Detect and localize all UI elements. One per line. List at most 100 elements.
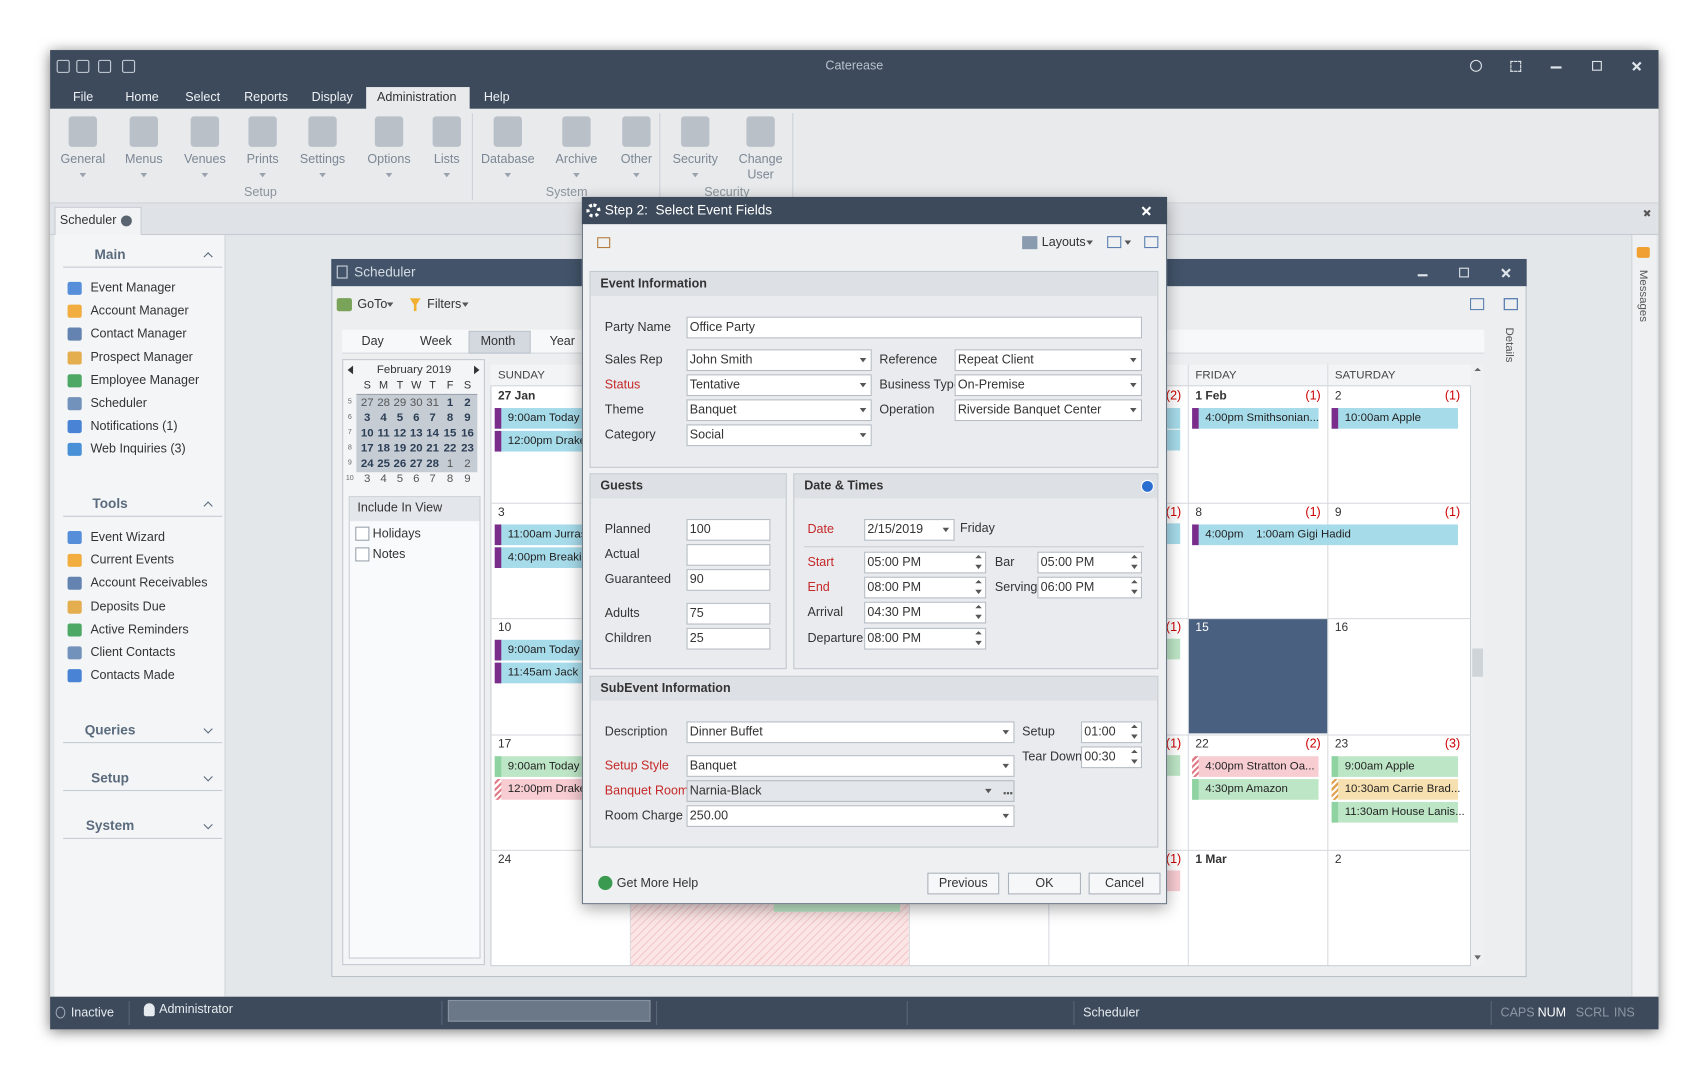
input-value[interactable]: 08:00 PM bbox=[867, 581, 922, 595]
input-value[interactable]: Riverside Banquet Center bbox=[957, 403, 1102, 417]
sidebar-section-title[interactable]: Setup bbox=[91, 770, 129, 786]
input[interactable] bbox=[1037, 576, 1143, 599]
sidebar-item[interactable]: Notifications (1) bbox=[90, 420, 178, 434]
event-text[interactable]: 9:00am Today bbox=[507, 411, 580, 425]
mini-calendar-day[interactable]: 8 bbox=[446, 472, 454, 486]
quick-access-icon[interactable] bbox=[56, 59, 70, 73]
messages-icon[interactable] bbox=[1636, 246, 1650, 258]
menu-item[interactable]: Reports bbox=[244, 91, 288, 105]
checkbox-label[interactable]: Notes bbox=[372, 548, 406, 562]
day-number[interactable]: 17 bbox=[497, 737, 512, 751]
menu-item[interactable]: Administration bbox=[377, 91, 457, 105]
input-value[interactable]: 05:00 PM bbox=[867, 556, 922, 570]
input[interactable] bbox=[686, 544, 771, 566]
day-number[interactable]: 22 bbox=[1195, 737, 1209, 751]
mini-calendar-day[interactable]: 2 bbox=[464, 457, 471, 471]
input[interactable] bbox=[686, 316, 1143, 339]
input-value[interactable]: 01:00 bbox=[1084, 725, 1116, 739]
day-number[interactable]: 1 Feb bbox=[1195, 389, 1227, 403]
mini-calendar-day[interactable]: 22 bbox=[443, 441, 457, 455]
mini-calendar-day[interactable]: 27 bbox=[409, 457, 423, 471]
input[interactable] bbox=[686, 519, 771, 541]
event-count[interactable]: (1) bbox=[1305, 389, 1321, 403]
sidebar-item[interactable]: Event Manager bbox=[90, 281, 176, 295]
event-count[interactable]: (1) bbox=[1165, 621, 1182, 635]
mini-calendar-day[interactable]: 29 bbox=[393, 396, 407, 410]
input[interactable] bbox=[1080, 746, 1143, 769]
ribbon-button[interactable]: Settings bbox=[299, 153, 346, 167]
ribbon-button[interactable]: Menus bbox=[125, 153, 163, 167]
sidebar-item[interactable]: Scheduler bbox=[90, 397, 147, 411]
input[interactable] bbox=[864, 601, 987, 624]
checkbox[interactable] bbox=[355, 526, 370, 541]
sidebar-item[interactable]: Account Receivables bbox=[90, 577, 208, 591]
input[interactable] bbox=[686, 721, 1015, 744]
mini-calendar-day[interactable]: 16 bbox=[461, 426, 474, 440]
input-value[interactable]: On-Premise bbox=[957, 378, 1025, 392]
event[interactable]: 4:30pm Amazon bbox=[1192, 779, 1319, 800]
minimize-icon[interactable] bbox=[1550, 66, 1562, 69]
input[interactable] bbox=[686, 424, 872, 447]
ribbon-button[interactable]: Prints bbox=[246, 153, 279, 167]
input-value[interactable]: 04:30 PM bbox=[867, 606, 922, 620]
help-icon[interactable] bbox=[598, 875, 613, 891]
mini-calendar-day[interactable]: 26 bbox=[393, 457, 407, 471]
input[interactable] bbox=[954, 374, 1143, 397]
ribbon-icon[interactable] bbox=[129, 116, 159, 147]
input[interactable] bbox=[864, 576, 987, 599]
input-value[interactable]: Narnia-Black bbox=[689, 784, 762, 798]
event-count[interactable]: (1) bbox=[1165, 853, 1182, 867]
event-count[interactable]: (1) bbox=[1165, 505, 1182, 520]
quick-access-icon[interactable] bbox=[98, 59, 112, 73]
input-value[interactable]: 100 bbox=[689, 523, 711, 537]
input[interactable] bbox=[864, 519, 955, 541]
ribbon-button[interactable]: Change User bbox=[738, 153, 783, 182]
ribbon-icon[interactable] bbox=[374, 116, 404, 147]
event[interactable]: 9:00am Apple bbox=[1331, 756, 1459, 777]
mini-calendar-day[interactable]: 27 bbox=[360, 396, 374, 410]
event-count[interactable]: (3) bbox=[1444, 737, 1461, 751]
next-month[interactable] bbox=[474, 365, 480, 375]
event-text[interactable]: 4:30pm Amazon bbox=[1205, 782, 1288, 796]
event[interactable]: 4:00pm Smithsonian... bbox=[1192, 408, 1319, 429]
help-icon[interactable] bbox=[1470, 59, 1482, 72]
mini-calendar-day[interactable]: 5 bbox=[396, 411, 404, 425]
input-value[interactable]: John Smith bbox=[689, 353, 753, 367]
mini-calendar-day[interactable]: 7 bbox=[429, 472, 436, 486]
ribbon-icon[interactable] bbox=[493, 116, 522, 147]
mini-calendar-day[interactable]: 1 bbox=[446, 396, 454, 410]
input-value[interactable]: Banquet bbox=[689, 403, 737, 417]
event-text[interactable]: 9:00am Today bbox=[507, 759, 580, 773]
input[interactable] bbox=[686, 805, 1015, 827]
day-number[interactable]: 10 bbox=[497, 621, 512, 635]
mini-calendar-day[interactable]: 6 bbox=[413, 411, 420, 425]
tab-label[interactable]: Scheduler bbox=[59, 214, 117, 228]
clock-icon[interactable] bbox=[1140, 479, 1154, 493]
mini-calendar-day[interactable]: 10 bbox=[360, 426, 374, 440]
goto-icon[interactable] bbox=[336, 298, 352, 312]
input-value[interactable]: Repeat Client bbox=[957, 353, 1034, 367]
ribbon-icon[interactable] bbox=[622, 116, 651, 147]
view-tab[interactable]: Week bbox=[419, 335, 452, 349]
day-number[interactable]: 2 bbox=[1334, 853, 1342, 867]
menu-item[interactable]: File bbox=[73, 91, 94, 105]
sidebar-item[interactable]: Contact Manager bbox=[90, 327, 187, 342]
day-number[interactable]: 8 bbox=[1195, 505, 1203, 520]
event-text[interactable]: 11:00am Jurrass bbox=[507, 527, 593, 541]
event[interactable]: 4:00pm Stratton Oa... bbox=[1192, 756, 1319, 777]
day-number[interactable]: 27 Jan bbox=[497, 389, 536, 403]
menu-item[interactable]: Display bbox=[311, 91, 353, 105]
scroll-thumb[interactable] bbox=[1472, 648, 1484, 677]
input-value[interactable]: Dinner Buffet bbox=[689, 725, 763, 739]
sidebar-section-title[interactable]: Queries bbox=[84, 722, 136, 738]
input-value[interactable]: 75 bbox=[689, 607, 704, 621]
ellipsis-dot[interactable] bbox=[1010, 792, 1012, 794]
event-text[interactable]: 10:30am Carrie Brad... bbox=[1344, 782, 1461, 796]
mini-calendar-day[interactable]: 31 bbox=[426, 396, 439, 410]
details-icon[interactable] bbox=[1503, 298, 1518, 311]
sidebar-item[interactable]: Prospect Manager bbox=[90, 351, 193, 365]
fullscreen-icon[interactable] bbox=[1510, 60, 1522, 72]
sidebar-item[interactable]: Employee Manager bbox=[90, 374, 200, 388]
ribbon-button[interactable]: General bbox=[60, 153, 106, 167]
day-number[interactable]: 24 bbox=[497, 853, 512, 867]
